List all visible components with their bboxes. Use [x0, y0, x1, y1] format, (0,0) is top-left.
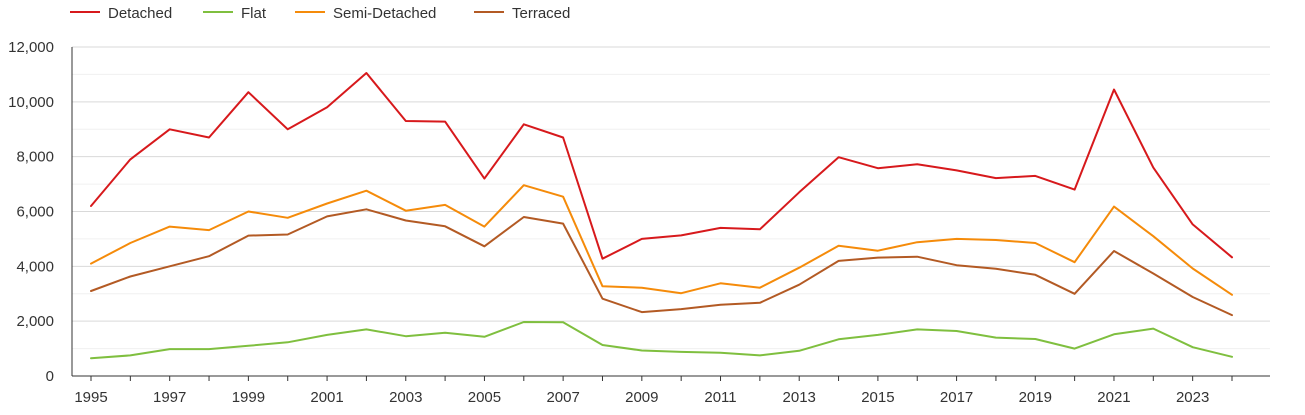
legend-item-flat: Flat — [203, 5, 267, 22]
y-tick-label: 6,000 — [16, 204, 54, 221]
x-tick-label: 2007 — [546, 389, 579, 406]
series-line-flat — [90, 321, 1233, 360]
x-tick-label: 2015 — [861, 389, 894, 406]
legend-item-detached: Detached — [70, 5, 172, 22]
y-tick-label: 10,000 — [8, 94, 54, 111]
x-tick-label: 2013 — [783, 389, 816, 406]
x-tick-label: 1997 — [153, 389, 186, 406]
series-line-terraced — [90, 208, 1233, 317]
x-tick-label: 2017 — [940, 389, 973, 406]
x-tick-label: 2003 — [389, 389, 422, 406]
x-tick-label: 1999 — [232, 389, 265, 406]
grid — [72, 46, 1270, 377]
legend-label: Detached — [108, 5, 172, 22]
legend-label: Flat — [241, 5, 267, 22]
y-tick-label: 4,000 — [16, 258, 54, 275]
y-tick-label: 8,000 — [16, 149, 54, 166]
y-tick-label: 0 — [46, 368, 54, 385]
x-tick-label: 2021 — [1097, 389, 1130, 406]
series-line-semi-detached — [90, 184, 1233, 296]
y-tick-label: 2,000 — [16, 313, 54, 330]
legend-item-terraced: Terraced — [474, 5, 570, 22]
legend-item-semi-detached: Semi-Detached — [295, 5, 436, 22]
x-tick-label: 2011 — [704, 389, 736, 406]
x-tick-label: 2001 — [310, 389, 343, 406]
x-tick-label: 1995 — [74, 389, 107, 406]
legend: Detached Flat Semi-Detached Terraced — [70, 5, 570, 22]
legend-label: Terraced — [512, 5, 570, 22]
series-line-detached — [90, 72, 1233, 260]
y-tick-label: 12,000 — [8, 39, 54, 56]
x-tick-label: 2019 — [1019, 389, 1052, 406]
x-tick-label: 2005 — [468, 389, 501, 406]
legend-label: Semi-Detached — [333, 5, 436, 22]
axes: 0 2,000 4,000 6,000 8,000 10,000 12,000 1995 199… — [8, 39, 1270, 406]
x-tick-label: 2009 — [625, 389, 658, 406]
x-tick-label: 2023 — [1176, 389, 1209, 406]
series-lines — [90, 72, 1233, 360]
